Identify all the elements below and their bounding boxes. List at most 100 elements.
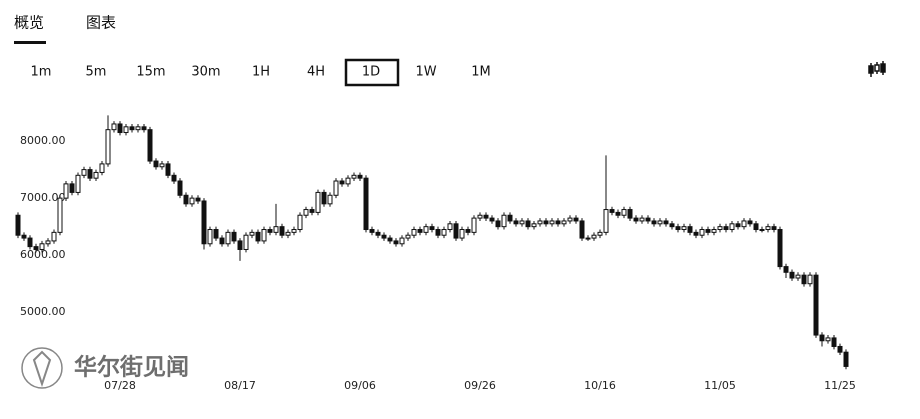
interval-button[interactable]: 1D <box>362 65 380 80</box>
candle-body <box>27 237 33 248</box>
candle-body <box>225 231 231 245</box>
candle-body <box>471 217 477 233</box>
candle-body <box>561 220 567 225</box>
interval-selected-box <box>344 58 400 87</box>
candle-body <box>141 126 147 131</box>
candle-body <box>477 214 483 219</box>
interval-button[interactable]: 1m <box>31 65 52 80</box>
candle-body <box>615 211 621 216</box>
candle-body <box>375 231 381 236</box>
candle-body <box>357 174 363 179</box>
candle-body <box>813 274 819 336</box>
candle-body <box>315 191 321 213</box>
tab[interactable]: 概览 <box>14 14 44 32</box>
x-tick-label: 07/28 <box>104 379 136 392</box>
candle-body <box>135 126 141 131</box>
candle-body <box>153 160 159 168</box>
candle-body <box>597 231 603 236</box>
candle-body <box>567 217 573 222</box>
candle-body <box>717 226 723 231</box>
candle-body <box>303 209 309 216</box>
candle-body <box>69 183 75 193</box>
candle-body <box>483 214 489 219</box>
interval-button[interactable]: 1M <box>471 65 491 80</box>
candle-body <box>453 223 459 239</box>
candle-body <box>741 220 747 228</box>
candle-body <box>39 243 45 250</box>
candle-body <box>723 226 729 231</box>
y-tick-label: 6000.00 <box>20 248 66 261</box>
x-tick-label: 09/26 <box>464 379 496 392</box>
candle-body <box>621 209 627 216</box>
x-tick-label: 11/25 <box>824 379 856 392</box>
candle-body <box>417 229 423 233</box>
candle-body <box>447 223 453 231</box>
candle-body <box>411 229 417 236</box>
interval-button[interactable]: 1H <box>252 65 270 80</box>
interval-button[interactable]: 4H <box>307 65 325 80</box>
candle-body <box>327 194 333 205</box>
candle-body <box>555 220 561 225</box>
candle-body <box>33 246 39 250</box>
candle-body <box>531 223 537 228</box>
candle-body <box>783 266 789 273</box>
candle-body <box>405 234 411 239</box>
chart-type-icon[interactable] <box>868 61 886 77</box>
candle-body <box>831 337 837 347</box>
interval-button[interactable]: 5m <box>86 65 107 80</box>
candle-body <box>501 214 507 228</box>
candle-body <box>195 197 201 202</box>
candle-body <box>117 123 123 134</box>
candle-body <box>159 163 165 168</box>
candle-body <box>255 231 261 242</box>
candle-body <box>171 174 177 182</box>
candle-body <box>543 220 549 225</box>
candle-body <box>75 174 81 193</box>
candle-body <box>219 237 225 245</box>
candle-body <box>837 345 843 353</box>
candle-body <box>579 220 585 239</box>
candle-body <box>573 217 579 222</box>
candle-body <box>693 231 699 236</box>
candle-body <box>429 226 435 231</box>
candle-body <box>507 214 513 222</box>
candle-body <box>393 240 399 245</box>
candle-body <box>57 197 63 233</box>
candle-body <box>843 351 849 367</box>
candle-body <box>513 220 519 225</box>
interval-button[interactable]: 1W <box>415 65 436 80</box>
candle-body <box>753 223 759 231</box>
candle-body <box>267 229 273 233</box>
candle-body <box>93 171 99 179</box>
candle-body <box>231 231 237 242</box>
candle-body <box>639 217 645 222</box>
candle-body <box>705 229 711 233</box>
x-tick-label: 09/06 <box>344 379 376 392</box>
candle-body <box>777 229 783 268</box>
candle-body <box>591 234 597 239</box>
tab[interactable]: 图表 <box>86 14 116 32</box>
y-tick-label: 8000.00 <box>20 134 66 147</box>
candle-body <box>423 226 429 233</box>
candle-body <box>45 240 51 245</box>
candle-body <box>249 231 255 236</box>
candle-body <box>681 226 687 231</box>
interval-button[interactable]: 15m <box>136 65 165 80</box>
candle-body <box>729 223 735 231</box>
x-tick-label: 10/16 <box>584 379 616 392</box>
candle-body <box>243 234 249 250</box>
candle-body <box>183 194 189 205</box>
candle-body <box>825 337 831 342</box>
candle-body <box>747 220 753 225</box>
candle-body <box>657 220 663 225</box>
candle-body <box>525 220 531 228</box>
candle-body <box>801 274 807 285</box>
candle-body <box>165 163 171 176</box>
candle-body <box>441 229 447 236</box>
candle-body <box>345 177 351 185</box>
interval-button[interactable]: 30m <box>191 65 220 80</box>
candle-body <box>399 237 405 245</box>
candle-body <box>129 126 135 131</box>
candle-body <box>537 220 543 225</box>
candle-body <box>819 334 825 342</box>
